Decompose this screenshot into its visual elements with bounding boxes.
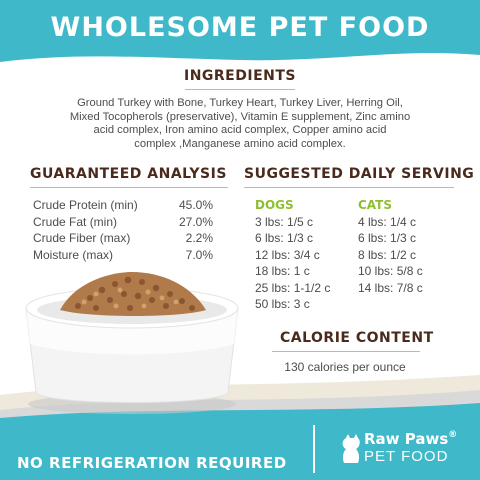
cats-serving-item: 10 lbs: 5/8 c [358, 264, 423, 278]
brand-name-text: Raw Paws [364, 430, 449, 448]
analysis-row: Moisture (max) 7.0% [33, 247, 213, 264]
brand-subtitle: PET FOOD [364, 448, 449, 465]
ingredients-underline [185, 89, 295, 90]
calorie-title: CALORIE CONTENT [280, 330, 434, 346]
ingredients-text: Ground Turkey with Bone, Turkey Heart, T… [50, 97, 430, 151]
dogs-serving-item: 12 lbs: 3/4 c [255, 247, 320, 262]
analysis-value: 45.0% [178, 198, 213, 212]
pet-silhouette-icon [342, 434, 360, 463]
brand-name: Raw Paws® [364, 430, 457, 448]
calorie-underline [272, 351, 420, 352]
calorie-text: 130 calories per ounce [284, 360, 406, 374]
cats-serving-item: 8 lbs: 1/2 c [358, 247, 417, 262]
cats-serving-item: 4 lbs: 1/4 c [358, 214, 417, 229]
ingredients-line: acid complex, Iron amino acid complex, C… [93, 124, 387, 136]
dogs-serving-item: 50 lbs: 3 c [255, 297, 310, 311]
ingredients-line: Ground Turkey with Bone, Turkey Heart, T… [77, 97, 403, 109]
dogs-serving-item: 6 lbs: 1/3 c [255, 231, 314, 245]
food-bowl-image [20, 268, 250, 423]
analysis-row: Crude Protein (min) 45.0% [33, 197, 213, 214]
analysis-value: 2.2% [185, 231, 213, 246]
analysis-label: Crude Fiber (max) [33, 231, 131, 246]
analysis-row: Crude Fiber (max) 2.2% [33, 230, 213, 247]
analysis-table: Crude Protein (min) 45.0% Crude Fat (min… [33, 197, 213, 263]
dogs-serving-item: 18 lbs: 1 c [255, 264, 310, 278]
ingredients-title: INGREDIENTS [183, 68, 296, 84]
analysis-value: 7.0% [185, 247, 213, 262]
dogs-serving-item: 3 lbs: 1/5 c [255, 214, 314, 229]
cats-serving-item: 6 lbs: 1/3 c [358, 231, 417, 245]
registered-mark: ® [448, 430, 458, 440]
cats-column: CATS 4 lbs: 1/4 c 6 lbs: 1/3 c 8 lbs: 1/… [358, 197, 423, 296]
ingredients-line: Mixed Tocopherols (preservative), Vitami… [69, 110, 411, 123]
analysis-row: Crude Fat (min) 27.0% [33, 214, 213, 231]
dogs-serving-item: 25 lbs: 1-1/2 c [255, 280, 331, 295]
analysis-label: Moisture (max) [33, 247, 114, 262]
analysis-label: Crude Fat (min) [33, 214, 118, 229]
ingredients-line: complex ,Manganese amino acid complex. [134, 137, 346, 150]
cats-serving-item: 14 lbs: 7/8 c [358, 280, 423, 295]
analysis-title: GUARANTEED ANALYSIS [30, 166, 227, 182]
dogs-heading: DOGS [255, 198, 294, 212]
page-title: WHOLESOME PET FOOD [50, 12, 430, 43]
analysis-underline [30, 187, 228, 188]
footer-divider [313, 425, 315, 473]
serving-title: SUGGESTED DAILY SERVING [244, 166, 475, 182]
analysis-label: Crude Protein (min) [33, 198, 138, 212]
dogs-column: DOGS 3 lbs: 1/5 c 6 lbs: 1/3 c 12 lbs: 3… [255, 197, 330, 313]
analysis-value: 27.0% [178, 214, 213, 229]
no-refrigeration-note: NO REFRIGERATION REQUIRED [17, 454, 287, 472]
header-band [0, 0, 480, 70]
serving-underline [244, 187, 454, 188]
cats-heading: CATS [358, 198, 392, 212]
brand-logo: Raw Paws® PET FOOD [340, 430, 470, 470]
